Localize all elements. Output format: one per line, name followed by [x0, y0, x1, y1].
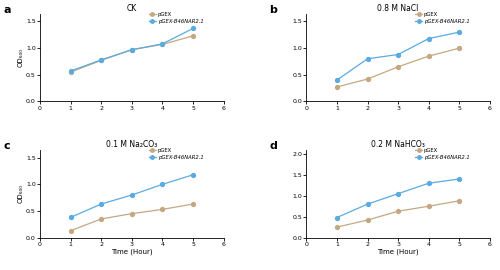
Title: 0.8 M NaCl: 0.8 M NaCl: [378, 4, 419, 13]
Text: a: a: [4, 5, 11, 15]
Legend: pGEX, pGEX-B46NAR2.1: pGEX, pGEX-B46NAR2.1: [149, 148, 204, 160]
Text: c: c: [4, 141, 10, 151]
Legend: pGEX, pGEX-B46NAR2.1: pGEX, pGEX-B46NAR2.1: [416, 148, 470, 160]
Y-axis label: OD₆₀₀: OD₆₀₀: [18, 48, 24, 67]
X-axis label: Time (Hour): Time (Hour): [111, 248, 152, 255]
Text: b: b: [270, 5, 278, 15]
X-axis label: Time (Hour): Time (Hour): [378, 248, 419, 255]
Title: 0.2 M NaHCO₃: 0.2 M NaHCO₃: [371, 140, 425, 149]
Text: d: d: [270, 141, 278, 151]
Legend: pGEX, pGEX-B46NAR2.1: pGEX, pGEX-B46NAR2.1: [416, 12, 470, 24]
Title: CK: CK: [126, 4, 137, 13]
Title: 0.1 M Na₂CO₃: 0.1 M Na₂CO₃: [106, 140, 158, 149]
Legend: pGEX, pGEX-B46NAR2.1: pGEX, pGEX-B46NAR2.1: [149, 12, 204, 24]
Y-axis label: OD₆₀₀: OD₆₀₀: [18, 184, 24, 203]
